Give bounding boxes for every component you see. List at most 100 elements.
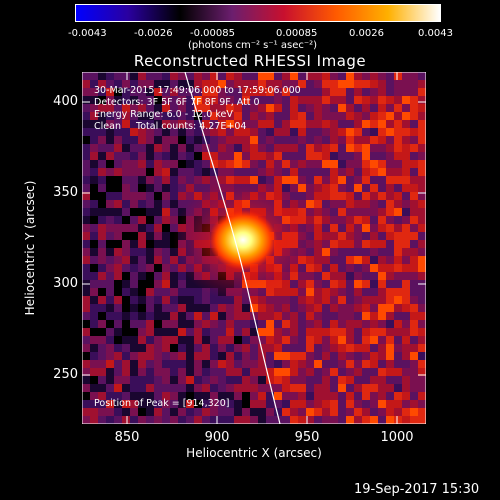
heatmap-cell [394,128,402,136]
heatmap-cell [306,184,314,192]
heatmap-cell [82,408,90,416]
heatmap-cell [202,392,210,400]
heatmap-cell [418,264,426,272]
heatmap-cell [418,336,426,344]
heatmap-cell [138,208,146,216]
heatmap-cell [154,392,162,400]
heatmap-cell [194,72,202,80]
heatmap-cell [170,344,178,352]
heatmap-cell [370,160,378,168]
heatmap-cell [130,72,138,80]
heatmap-cell [226,320,234,328]
heatmap-cell [362,408,370,416]
heatmap-cell [226,392,234,400]
heatmap-cell [314,224,322,232]
heatmap-cell [314,256,322,264]
heatmap-cell [330,312,338,320]
heatmap-cell [162,272,170,280]
heatmap-cell [242,152,250,160]
heatmap-cell [242,320,250,328]
heatmap-cell [162,336,170,344]
heatmap-cell [378,336,386,344]
heatmap-cell [250,168,258,176]
heatmap-cell [298,392,306,400]
heatmap-cell [242,336,250,344]
heatmap-cell [402,160,410,168]
heatmap-cell [330,112,338,120]
heatmap-cell [266,160,274,168]
heatmap-cell [354,192,362,200]
heatmap-cell [402,272,410,280]
heatmap-cell [266,152,274,160]
heatmap-cell [178,296,186,304]
heatmap-cell [370,320,378,328]
heatmap-cell [338,104,346,112]
heatmap-cell [170,264,178,272]
heatmap-cell [146,288,154,296]
heatmap-cell [282,104,290,112]
heatmap-cell [338,256,346,264]
heatmap-cell [138,400,146,408]
heatmap-cell [250,376,258,384]
heatmap-cell [394,344,402,352]
heatmap-cell [330,232,338,240]
heatmap-cell [306,192,314,200]
heatmap-cell [418,328,426,336]
heatmap-cell [194,80,202,88]
heatmap-cell [258,176,266,184]
heatmap-cell [154,384,162,392]
heatmap-cell [314,272,322,280]
heatmap-cell [410,224,418,232]
heatmap-cell [322,160,330,168]
heatmap-cell [290,400,298,408]
heatmap-cell [234,328,242,336]
heatmap-cell [370,112,378,120]
heatmap-cell [114,352,122,360]
heatmap-cell [410,112,418,120]
heatmap-cell [210,312,218,320]
heatmap-cell [122,72,130,80]
heatmap-cell [362,216,370,224]
y-tick-label: 300 [53,276,78,291]
heatmap-cell [386,128,394,136]
heatmap-cell [82,304,90,312]
heatmap-cell [370,128,378,136]
heatmap-cell [266,320,274,328]
heatmap-cell [82,208,90,216]
heatmap-cell [306,168,314,176]
heatmap-cell [226,72,234,80]
heatmap-cell [298,296,306,304]
heatmap-cell [98,184,106,192]
heatmap-cell [362,400,370,408]
heatmap-cell [258,120,266,128]
heatmap-cell [290,88,298,96]
heatmap-cell [98,136,106,144]
heatmap-cell [178,392,186,400]
heatmap-cell [330,216,338,224]
heatmap-cell [138,104,146,112]
heatmap-cell [386,400,394,408]
heatmap-cell [178,192,186,200]
heatmap-cell [338,192,346,200]
heatmap-cell [378,368,386,376]
heatmap-cell [218,392,226,400]
heatmap-cell [306,80,314,88]
heatmap-cell [354,104,362,112]
heatmap-cell [322,184,330,192]
heatmap-cell [418,216,426,224]
heatmap-cell [346,344,354,352]
heatmap-cell [138,376,146,384]
heatmap-cell [162,248,170,256]
heatmap-cell [290,344,298,352]
heatmap-cell [170,272,178,280]
heatmap-cell [418,376,426,384]
heatmap-cell [274,120,282,128]
heatmap-cell [122,88,130,96]
heatmap-cell [162,288,170,296]
heatmap-cell [138,296,146,304]
heatmap-cell [338,240,346,248]
heatmap-cell [170,80,178,88]
heatmap-cell [218,80,226,88]
heatmap-cell [266,368,274,376]
heatmap-cell [154,280,162,288]
